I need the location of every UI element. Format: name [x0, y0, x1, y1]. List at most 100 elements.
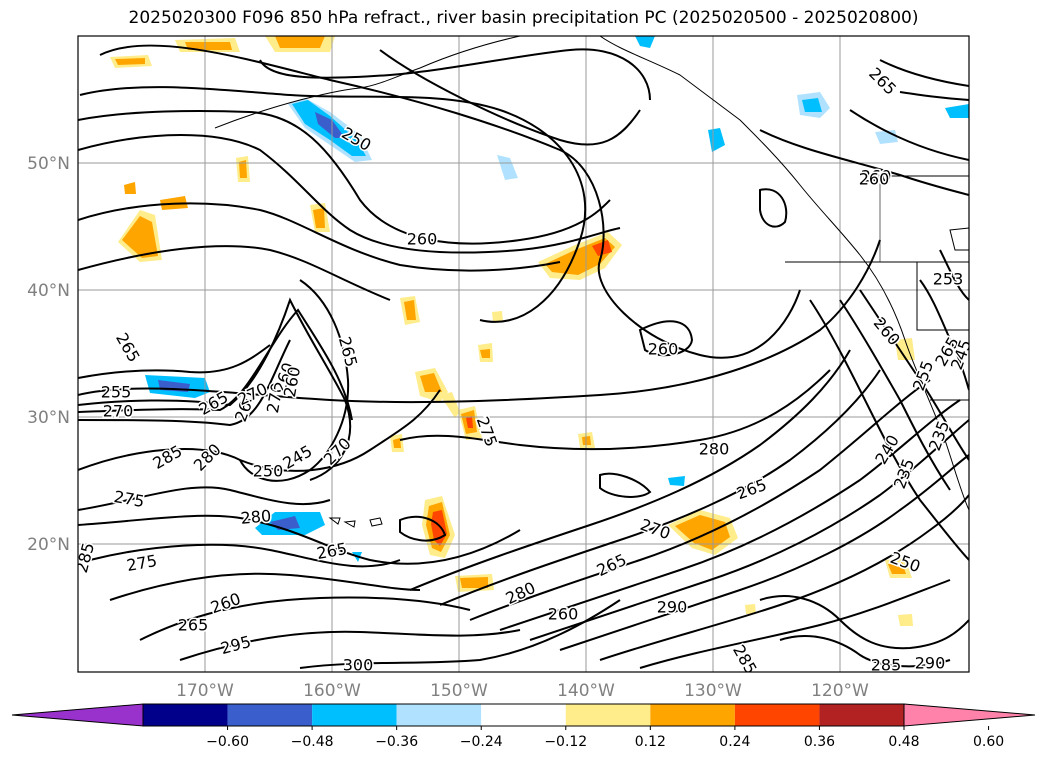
coastline-alaska: [214, 36, 521, 129]
contour-line: [78, 389, 441, 472]
negative-pc-patch: [497, 155, 518, 180]
contour-line: [849, 109, 969, 161]
coastline-north-america: [599, 36, 969, 511]
contour-line: [379, 49, 641, 146]
colorbar-extend-low: [11, 703, 144, 727]
hawaii-islands: [328, 517, 383, 528]
positive-pc-patch: [888, 562, 906, 574]
negative-pc-patch: [945, 104, 969, 118]
colorbar-tick-label: 0.60: [973, 734, 1004, 750]
contour-line: [599, 494, 969, 661]
lon-label: 160°W: [303, 681, 361, 701]
lon-label: 150°W: [430, 681, 488, 701]
colorbar-segment: [819, 704, 904, 726]
colorbar-tick-label: 0.48: [888, 734, 919, 750]
contour-value-label: 255: [101, 383, 132, 402]
colorbar-tick-label: −0.36: [375, 734, 418, 750]
lon-label: 170°W: [176, 681, 234, 701]
positive-pc-patch: [675, 515, 730, 550]
contour-line: [78, 134, 621, 254]
colorbar-segment: [565, 704, 651, 726]
graticule: [78, 36, 969, 672]
lake-outline: [949, 227, 969, 251]
contour-value-label: 265: [178, 616, 209, 635]
lat-label: 30°N: [27, 408, 70, 428]
contour-line: [109, 572, 421, 601]
contour-value-label: 260: [407, 230, 438, 249]
contour-line: [78, 297, 351, 481]
contour-line: [899, 91, 969, 101]
colorbar-tick-label: 0.36: [804, 734, 835, 750]
contour-line: [78, 109, 611, 245]
positive-pc-patch: [404, 300, 416, 320]
positive-pc-patch: [466, 416, 473, 428]
contour-line: [259, 48, 651, 101]
longitude-labels: 170°W 160°W 150°W 140°W 130°W 120°W: [176, 681, 869, 701]
contour-line: [529, 419, 969, 641]
contour-value-label: 290: [657, 598, 688, 617]
positive-pc-patch: [313, 208, 325, 228]
contour-value-label: 300: [343, 656, 374, 675]
contour-line: [79, 86, 587, 323]
colorbar-segment: [143, 704, 228, 726]
contour-line: [78, 339, 291, 427]
colorbar: −0.60 −0.48 −0.36 −0.24 −0.12 0.12 0.24 0.36 0.4…: [11, 703, 1036, 750]
colorbar-outline: [142, 703, 905, 727]
contour-line: [78, 202, 561, 272]
contour-line: [599, 472, 652, 498]
contour-line: [89, 543, 401, 568]
map-panel: [78, 36, 969, 672]
contour-line: [439, 369, 881, 606]
colorbar-segment: [650, 704, 735, 726]
map-frame: [77, 35, 970, 673]
contour-value-label: 290: [915, 654, 946, 673]
contour-line: [139, 596, 471, 641]
coastlines: [214, 36, 969, 528]
contour-line: [78, 486, 331, 511]
contour-line: [78, 344, 271, 379]
contour-line: [919, 279, 969, 391]
colorbar-segment: [396, 704, 482, 726]
colorbar-tick-label: −0.48: [291, 734, 334, 750]
contour-line: [559, 454, 969, 651]
contour-line: [78, 514, 521, 565]
negative-pc-patch: [635, 36, 655, 48]
contour-line: [399, 515, 447, 542]
colorbar-tick-label: −0.12: [544, 734, 587, 750]
contour-value-label: 285: [871, 656, 902, 675]
lat-label: 20°N: [27, 535, 70, 555]
contour-value-label: 280: [240, 506, 272, 528]
positive-pc-patch: [898, 614, 913, 626]
contour-line: [639, 579, 951, 669]
positive-pc-patch: [745, 604, 756, 614]
contour-value-label: 270: [103, 402, 134, 421]
negative-pc-patch: [315, 112, 345, 138]
contour-value-label: 250: [253, 462, 284, 481]
contour-line: [99, 44, 801, 359]
colorbar-tick-label: −0.60: [206, 734, 249, 750]
positive-pc-patch: [480, 349, 490, 358]
positive-pc-patch: [122, 216, 158, 258]
contour-value-label: 260: [648, 340, 679, 359]
contour-line: [759, 188, 788, 228]
contour-line: [759, 595, 969, 650]
contour-value-label: 260: [859, 170, 890, 189]
contour-line: [409, 349, 851, 591]
positive-pc-patch: [393, 438, 401, 448]
precipitation-shading: [110, 36, 969, 626]
contour-line: [469, 379, 931, 621]
positive-pc-patch: [460, 577, 488, 588]
contour-line: [809, 299, 969, 561]
lon-label: 120°W: [811, 681, 869, 701]
contour-line: [638, 320, 694, 357]
colorbar-extend-high: [903, 703, 1036, 727]
contour-value-label: 260: [861, 167, 892, 186]
contour-line: [239, 279, 350, 482]
colorbar-tick-label: −0.24: [460, 734, 503, 750]
lon-label: 130°W: [684, 681, 742, 701]
colorbar-tick-label: 0.24: [719, 734, 750, 750]
contour-line: [939, 249, 969, 301]
colorbar-segment: [734, 704, 820, 726]
